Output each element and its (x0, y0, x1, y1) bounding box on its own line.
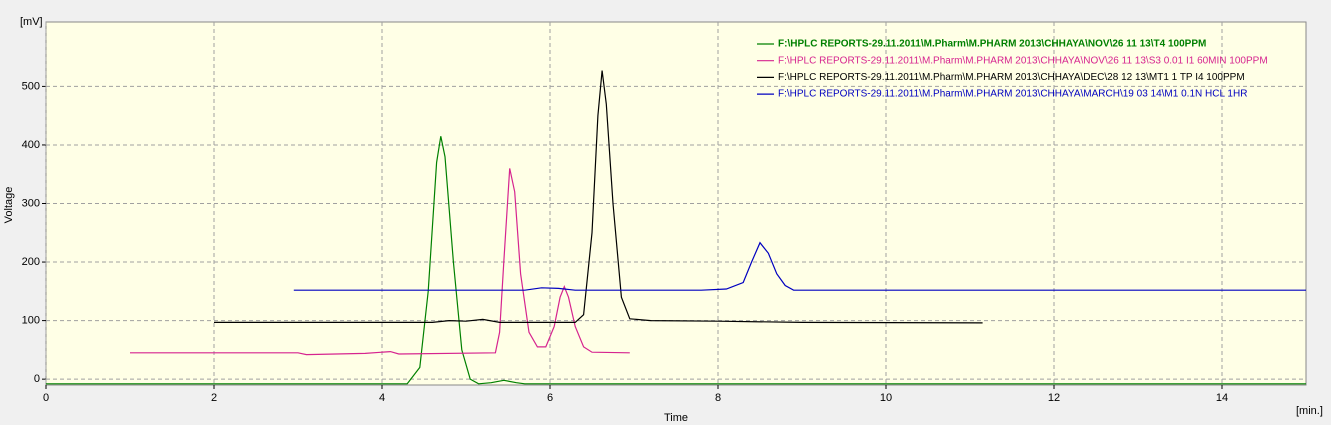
x-tick-label: 14 (1216, 392, 1228, 404)
legend-label: F:\HPLC REPORTS-29.11.2011\M.Pharm\M.PHA… (778, 72, 1245, 83)
legend-label: F:\HPLC REPORTS-29.11.2011\M.Pharm\M.PHA… (778, 89, 1247, 100)
x-tick-label: 2 (211, 392, 217, 404)
y-unit: [mV] (20, 16, 43, 28)
x-tick-label: 6 (547, 392, 553, 404)
series-line (46, 136, 1306, 385)
series-line (214, 70, 983, 324)
x-axis-label: Time (664, 412, 688, 424)
x-unit: [min.] (1296, 405, 1323, 417)
y-axis-label: Voltage (3, 187, 15, 224)
legend-label: F:\HPLC REPORTS-29.11.2011\M.Pharm\M.PHA… (778, 39, 1206, 50)
y-tick-label: 200 (22, 256, 40, 268)
y-tick-label: 400 (22, 139, 40, 151)
x-tick-label: 10 (880, 392, 892, 404)
x-tick-label: 4 (379, 392, 385, 404)
y-tick-label: 300 (22, 197, 40, 209)
y-tick-label: 0 (34, 373, 40, 385)
series-line (293, 241, 1306, 291)
y-tick-label: 100 (22, 315, 40, 327)
y-tick-label: 500 (22, 80, 40, 92)
x-tick-label: 8 (715, 392, 721, 404)
legend-label: F:\HPLC REPORTS-29.11.2011\M.Pharm\M.PHA… (778, 55, 1268, 66)
series-line (130, 168, 630, 356)
x-tick-label: 0 (43, 392, 49, 404)
x-tick-label: 12 (1048, 392, 1060, 404)
